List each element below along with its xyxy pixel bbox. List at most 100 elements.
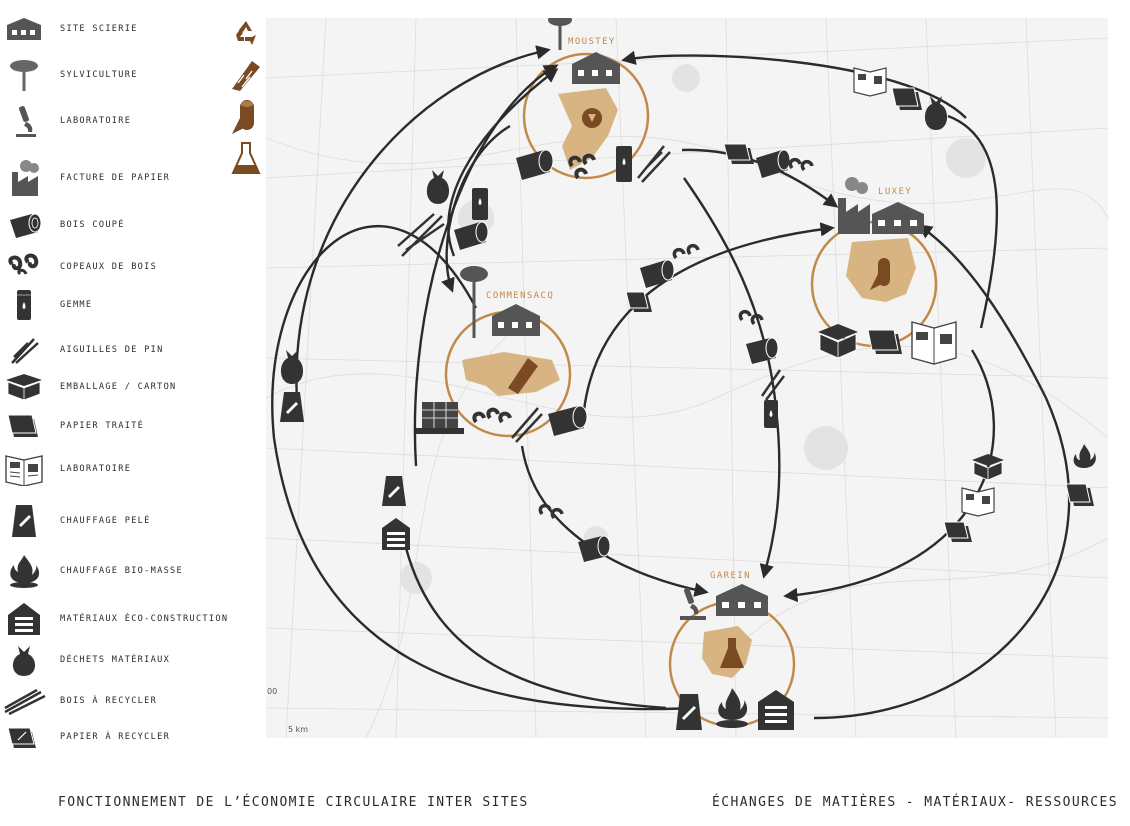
eco-house-icon [382, 518, 410, 550]
legend-item: gemme [0, 290, 92, 320]
wood-chips-icon [568, 153, 596, 180]
factory-icon [572, 52, 620, 84]
legend-label: laboratoire [60, 464, 132, 474]
site-label: LUXEY [878, 187, 912, 197]
wood-chips-icon [738, 309, 764, 326]
wood-chips-icon [8, 253, 39, 276]
eco-house-icon [8, 603, 40, 635]
atelier-icon [232, 61, 260, 91]
log-icon [454, 221, 489, 250]
factory-icon [872, 202, 924, 234]
legend-label: aiguilles de pin [60, 345, 164, 355]
log-icon [516, 149, 554, 180]
cardboard-box-icon [6, 374, 42, 401]
resin-barrel-icon [17, 290, 31, 320]
recycle-icon [236, 21, 256, 45]
paper-stack-icon [7, 414, 38, 437]
map-edge-mark: 00 [267, 687, 277, 696]
recycle-icon [582, 108, 602, 128]
fire-icon [1073, 444, 1096, 468]
wood-chips-icon [788, 157, 814, 172]
pellet-bag-icon [382, 476, 406, 506]
legend-item: copeaux de bois [0, 252, 157, 282]
resin-barrel-icon [472, 188, 488, 220]
resin-barrel-icon [764, 400, 778, 428]
cardboard-box-icon [818, 324, 858, 359]
log-icon [746, 337, 779, 364]
legend-label: matériaux éco-construction [60, 614, 229, 624]
pellet-bag-icon [12, 505, 36, 537]
legend-item: déchets matériaux [0, 645, 171, 676]
pine-needles-icon [11, 338, 39, 364]
footer-subtitle: ÉCHANGES DE MATIÈRES - MATÉRIAUX- RESSOU… [712, 795, 1118, 810]
road-network [266, 18, 1108, 738]
legend-label: emballage / carton [60, 382, 177, 392]
log-icon [548, 405, 588, 436]
legend: site scierie sylviculture laboratoire fa… [0, 0, 260, 760]
footer: FONCTIONNEMENT DE L’ÉCONOMIE CIRCULAIRE … [58, 795, 1118, 810]
paper-stack-icon [943, 521, 972, 542]
legend-item: papier à recycler [0, 722, 170, 752]
paper-mill-icon [838, 177, 870, 234]
newspaper-icon [853, 67, 887, 97]
factory-icon [492, 304, 540, 336]
site-label: COMMENSACQ [486, 291, 554, 301]
log-icon [640, 259, 675, 288]
commensacq-territory [462, 352, 560, 396]
paper-stack-icon [723, 143, 754, 164]
flow-arrow [295, 45, 551, 417]
pine-needles-icon [511, 407, 543, 443]
map-background [266, 18, 1108, 738]
pine-needles-icon [760, 369, 785, 401]
legend-item: laboratoire [0, 106, 132, 137]
tree-icon [10, 60, 38, 91]
paper-stack-icon [891, 87, 922, 110]
legend-label: laboratoire [60, 116, 132, 126]
pellet-bag-icon [676, 694, 702, 730]
moustey-ring [522, 52, 650, 180]
legend-item: chauffage pelé [0, 505, 151, 537]
legend-item: facture de papier [0, 160, 170, 196]
site-label: GAREIN [710, 571, 751, 581]
flow-arrow [441, 124, 511, 293]
paper-roll-icon [232, 100, 254, 134]
legend-label: chauffage pelé [60, 516, 151, 526]
flow-arrow [947, 114, 999, 329]
log-icon [578, 535, 611, 562]
log-icon [10, 213, 42, 238]
footer-title: FONCTIONNEMENT DE L’ÉCONOMIE CIRCULAIRE … [58, 795, 529, 810]
factory-icon [716, 584, 768, 616]
flask-icon [231, 142, 261, 174]
fire-icon [10, 555, 40, 588]
paper-stack-icon [867, 329, 902, 354]
wood-pallet-icon [416, 402, 464, 434]
flask-icon [720, 638, 744, 668]
legend-item: papier traité [0, 411, 144, 441]
tree-icon [548, 18, 572, 50]
legend-item: chauffage bio-masse [0, 555, 184, 588]
moustey-node [516, 18, 671, 183]
legend-item: emballage / carton [0, 372, 177, 402]
paper-roll-icon [870, 258, 890, 290]
newspaper-icon [5, 455, 43, 486]
pellet-bag-icon [280, 392, 304, 422]
garein-node [676, 584, 794, 730]
moustey-territory [558, 88, 618, 170]
legend-label: papier traité [60, 421, 145, 431]
scale-label: 5 km [288, 725, 308, 734]
legend-item: bois coupé [0, 210, 125, 240]
flow-arrow [271, 224, 697, 711]
wood-chips-icon [538, 503, 564, 520]
factory-icon [7, 18, 41, 40]
recycle-paper-icon [1065, 483, 1094, 506]
waste-bag-icon [280, 350, 304, 384]
legend-label: sylviculture [60, 70, 138, 80]
legend-item: bois à recycler [0, 686, 157, 716]
recycle-wood-icon [4, 688, 46, 716]
legend-item: matériaux éco-construction [0, 603, 229, 635]
legend-label: chauffage bio-masse [60, 566, 184, 576]
waste-bag-icon [12, 646, 36, 676]
flow-arrow [813, 224, 1071, 720]
log-icon [756, 149, 791, 178]
legend-label: déchets matériaux [60, 655, 171, 665]
